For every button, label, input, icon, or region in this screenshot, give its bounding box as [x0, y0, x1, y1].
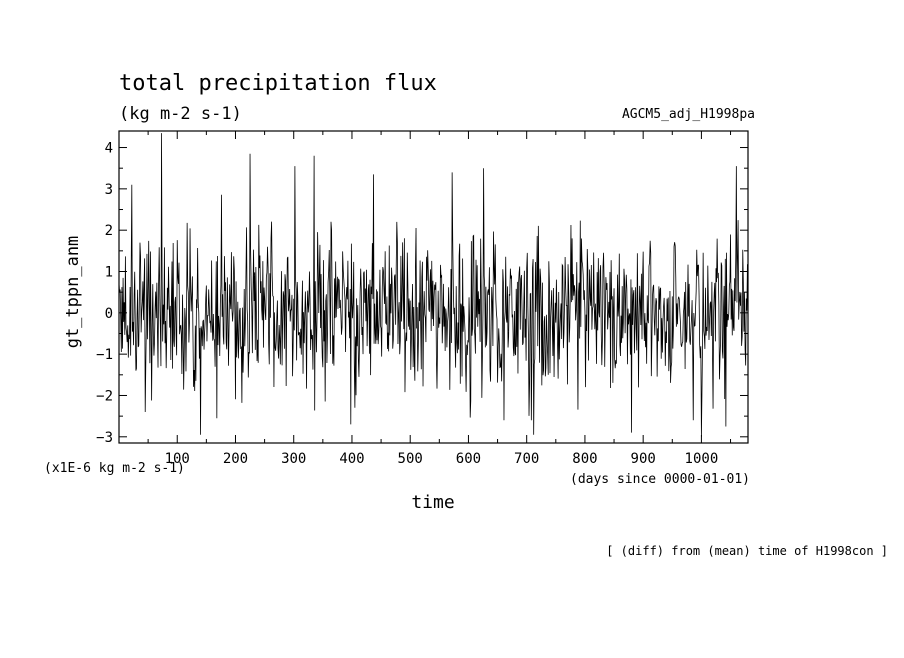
x-tick-label: 400	[339, 451, 364, 467]
y-scale-note: (x1E-6 kg m-2 s-1)	[44, 461, 185, 476]
plot-frame	[118, 130, 749, 444]
x-tick-label: 800	[572, 451, 597, 467]
x-unit-note: (days since 0000-01-01)	[570, 472, 750, 487]
y-tick-label: 3	[105, 182, 113, 198]
x-tick-label: 200	[223, 451, 248, 467]
y-axis-label: gt_tppn_anm	[63, 236, 83, 349]
x-tick-label: 1000	[685, 451, 719, 467]
series-line	[118, 133, 749, 437]
y-tick-label: 2	[105, 223, 113, 239]
x-tick-label: 600	[456, 451, 481, 467]
x-tick-label: 700	[514, 451, 539, 467]
y-tick-label: 0	[105, 306, 113, 322]
chart-title: total precipitation flux	[119, 71, 437, 96]
x-axis-label: time	[411, 492, 454, 513]
footer-note: [ (diff) from (mean) time of H1998con ]	[606, 544, 888, 558]
x-tick-label: 300	[281, 451, 306, 467]
y-tick-label: −3	[96, 430, 113, 446]
plot-area: −3 −2 −1 0 1 2 3 4 100 200 300 400 500 600 700 800 900 10…	[96, 130, 749, 467]
y-tick-label: 4	[105, 141, 113, 157]
x-tick-label: 100	[165, 451, 190, 467]
dataset-label: AGCM5_adj_H1998pa	[622, 107, 755, 122]
chart-units: (kg m-2 s-1)	[119, 104, 242, 124]
x-tick-label: 900	[631, 451, 656, 467]
y-tick-label: −1	[96, 347, 113, 363]
y-tick-label: 1	[105, 265, 113, 281]
y-tick-label: −2	[96, 388, 113, 404]
x-tick-label: 500	[398, 451, 423, 467]
